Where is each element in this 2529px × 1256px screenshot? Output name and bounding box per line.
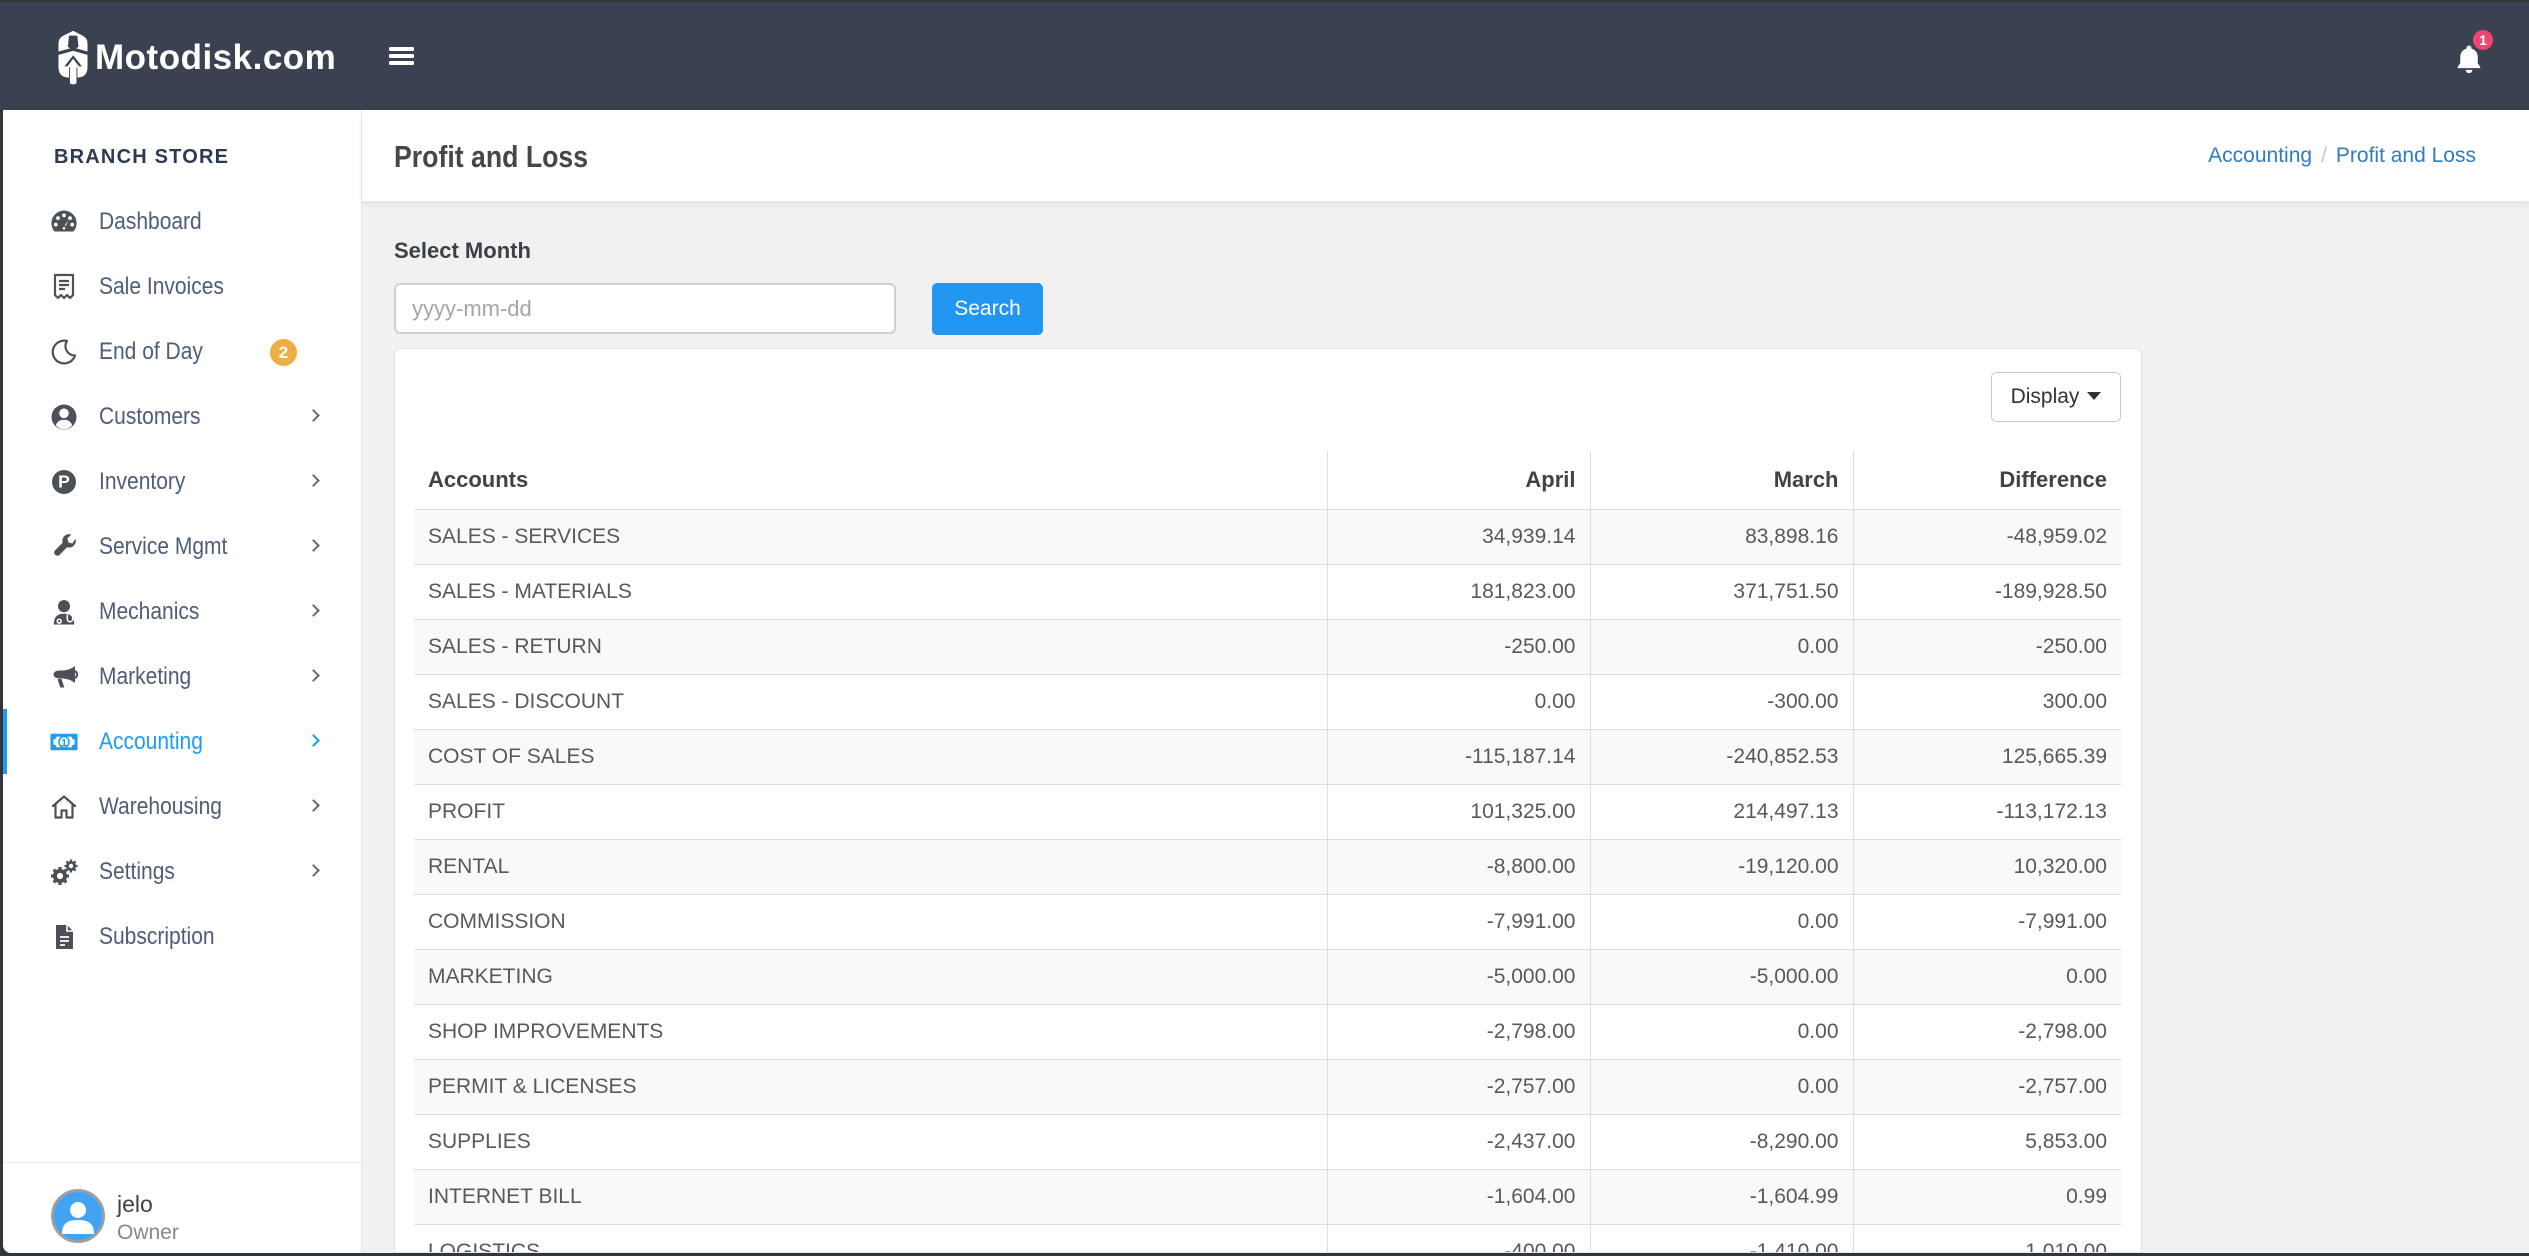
svg-text:1: 1 <box>61 736 67 748</box>
svg-text:P: P <box>58 471 70 491</box>
